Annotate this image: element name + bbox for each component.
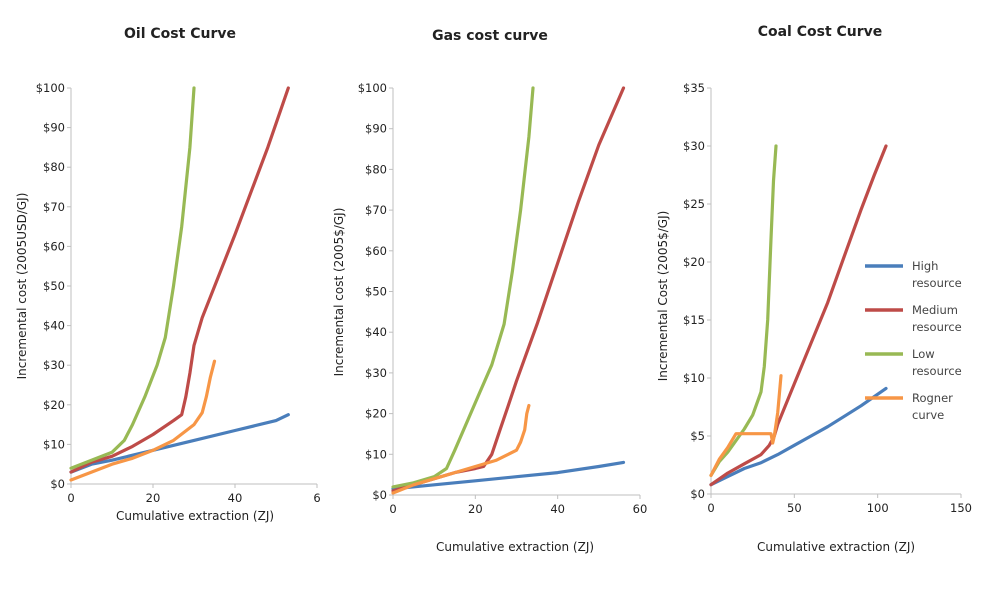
y-tick-label: $30 bbox=[365, 366, 387, 380]
y-tick-label: $30 bbox=[683, 139, 705, 153]
y-tick-label: $30 bbox=[43, 358, 65, 372]
y-tick-label: $70 bbox=[43, 200, 65, 214]
x-tick-label: 40 bbox=[550, 502, 565, 516]
series-line bbox=[709, 144, 888, 487]
x-tick-label: 0 bbox=[389, 502, 396, 516]
y-tick-label: $10 bbox=[365, 447, 387, 461]
y-tick-label: $60 bbox=[365, 244, 387, 258]
series-line bbox=[391, 403, 531, 495]
series-line bbox=[709, 144, 778, 477]
series-line bbox=[709, 386, 888, 487]
legend-label: Rogner curve bbox=[912, 391, 953, 422]
x-tick-label: 6 bbox=[313, 491, 320, 505]
legend-label: High resource bbox=[912, 259, 962, 290]
y-tick-label: $90 bbox=[43, 121, 65, 135]
legend-label: Low resource bbox=[912, 347, 962, 378]
y-tick-label: $25 bbox=[683, 197, 705, 211]
y-tick-label: $0 bbox=[690, 487, 705, 501]
series-line bbox=[391, 86, 535, 489]
x-tick-label: 40 bbox=[228, 491, 243, 505]
x-tick-label: 0 bbox=[707, 501, 714, 515]
y-axis-label: Incremental cost (2005$/GJ) bbox=[332, 208, 346, 377]
series-line bbox=[69, 86, 196, 470]
y-tick-label: $50 bbox=[43, 279, 65, 293]
x-tick-label: 100 bbox=[867, 501, 889, 515]
y-tick-label: $100 bbox=[36, 81, 65, 95]
y-tick-label: $20 bbox=[365, 407, 387, 421]
series-line bbox=[69, 413, 290, 474]
x-axis-label: Cumulative extraction (ZJ) bbox=[757, 540, 915, 554]
y-tick-label: $50 bbox=[365, 285, 387, 299]
y-tick-label: $10 bbox=[683, 371, 705, 385]
x-tick-label: 0 bbox=[67, 491, 74, 505]
chart-title: Coal Cost Curve bbox=[758, 24, 883, 40]
y-tick-label: $60 bbox=[43, 239, 65, 253]
x-tick-label: 50 bbox=[787, 501, 802, 515]
series-line bbox=[69, 359, 217, 482]
chart-title: Gas cost curve bbox=[432, 28, 548, 44]
series-line bbox=[69, 86, 290, 474]
y-tick-label: $0 bbox=[50, 477, 65, 491]
y-tick-label: $40 bbox=[43, 319, 65, 333]
y-tick-label: $80 bbox=[43, 160, 65, 174]
x-axis-label: Cumulative extraction (ZJ) bbox=[116, 509, 274, 523]
y-axis-label: Incremental cost (2005USD/GJ) bbox=[15, 193, 29, 380]
y-tick-label: $20 bbox=[683, 255, 705, 269]
x-tick-label: 20 bbox=[146, 491, 161, 505]
y-tick-label: $90 bbox=[365, 122, 387, 136]
y-tick-label: $5 bbox=[690, 429, 705, 443]
x-tick-label: 60 bbox=[633, 502, 648, 516]
y-tick-label: $40 bbox=[365, 325, 387, 339]
chart-2: Gas cost curve $0 $10 $20 $30 $40 $50 $60 $70 $80… bbox=[332, 28, 647, 554]
y-tick-label: $100 bbox=[358, 81, 387, 95]
chart-1: Oil Cost Curve $0 $10 $20 $30 $40 $50 $60 $70 $80… bbox=[15, 26, 321, 523]
x-tick-label: 20 bbox=[468, 502, 483, 516]
legend-label: Medium resource bbox=[912, 303, 962, 334]
y-tick-label: $10 bbox=[43, 437, 65, 451]
series-line bbox=[709, 374, 783, 477]
chart-3: Coal Cost Curve $0 $5 $10 $15 $20 $25 $30 $35 0 50… bbox=[656, 24, 972, 554]
y-axis-label: Incremental Cost (2005$/GJ) bbox=[656, 211, 670, 382]
y-tick-label: $35 bbox=[683, 81, 705, 95]
legend: High resource Medium resource Low resource Rog… bbox=[865, 259, 962, 422]
y-tick-label: $80 bbox=[365, 162, 387, 176]
y-tick-label: $15 bbox=[683, 313, 705, 327]
series-line bbox=[391, 460, 626, 491]
x-tick-label: 150 bbox=[950, 501, 972, 515]
y-tick-label: $20 bbox=[43, 398, 65, 412]
chart-title: Oil Cost Curve bbox=[124, 26, 236, 42]
x-axis-label: Cumulative extraction (ZJ) bbox=[436, 540, 594, 554]
y-tick-label: $0 bbox=[372, 488, 387, 502]
y-tick-label: $70 bbox=[365, 203, 387, 217]
